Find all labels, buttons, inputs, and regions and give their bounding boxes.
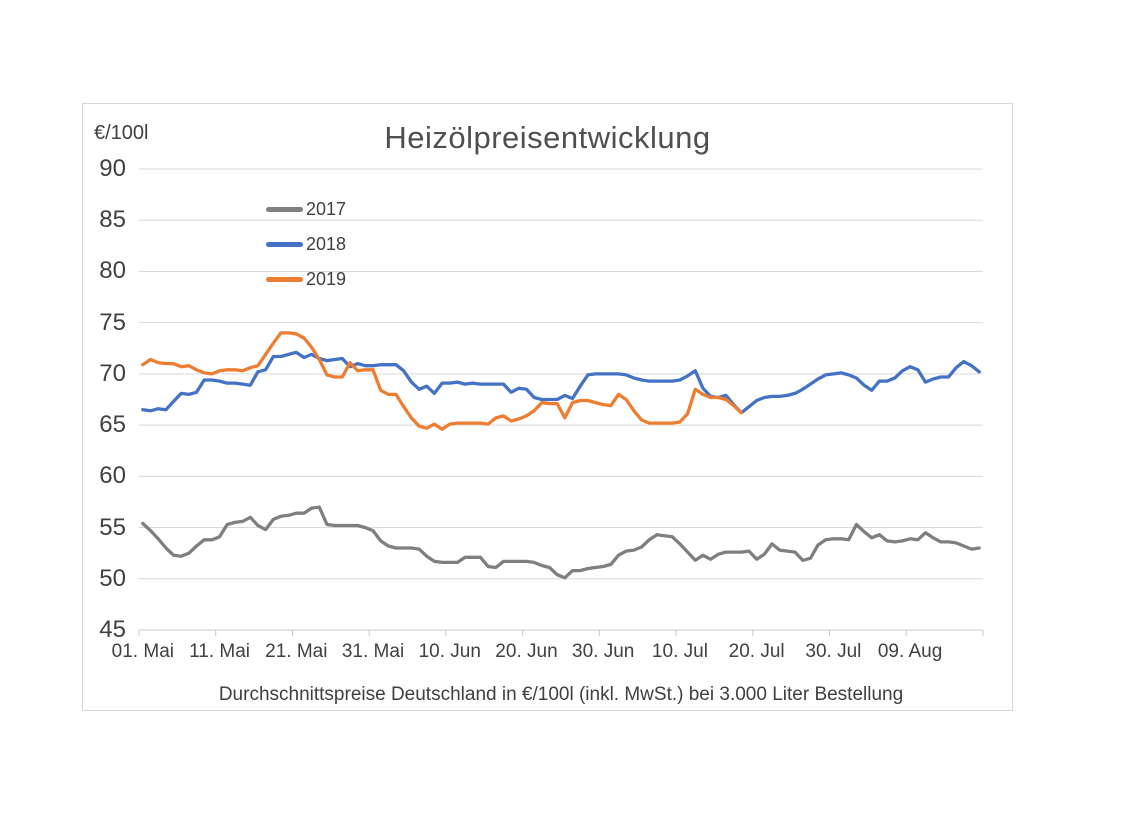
x-tick-label-11-Mai: 11. Mai: [189, 641, 251, 662]
legend-line-swatch-2018: [266, 241, 303, 247]
legend-line-swatch-2017: [266, 206, 303, 212]
series-line-2017: [141, 505, 981, 580]
y-tick-label-65: 65: [99, 411, 126, 439]
y-tick-label-55: 55: [99, 513, 126, 541]
y-tick-label-80: 80: [99, 257, 126, 285]
series-line-2019: [141, 331, 743, 431]
y-tick-label-85: 85: [99, 206, 126, 234]
y-tick-label-50: 50: [99, 564, 126, 592]
y-tick-label-60: 60: [99, 462, 126, 490]
x-tick-label-20-Jun: 20. Jun: [495, 641, 558, 662]
x-tick-label-20-Jul: 20. Jul: [728, 641, 785, 662]
x-tick-label-09-Aug: 09. Aug: [877, 641, 943, 662]
x-tick-label-10-Jul: 10. Jul: [651, 641, 708, 662]
chart-title: Heizölpreisentwicklung: [384, 120, 711, 155]
x-tick-label-30-Jun: 30. Jun: [572, 641, 635, 662]
series-line-2018: [141, 350, 981, 415]
legend-item-2018: 2018: [266, 232, 346, 256]
heating-oil-price-chart: €/100l Heizölpreisentwicklung 90 85 80 75 70…: [82, 103, 1013, 711]
y-axis-unit-label: €/100l: [94, 122, 149, 144]
legend-label: 2017: [306, 198, 347, 219]
x-tick-label-10-Jun: 10. Jun: [418, 641, 481, 662]
x-tick-label-01-Mai: 01. Mai: [111, 641, 174, 662]
chart-caption: Durchschnittspreise Deutschland in €/100…: [218, 684, 904, 705]
y-tick-label-90: 90: [99, 155, 126, 182]
x-tick-label-21-Mai: 21. Mai: [265, 641, 328, 662]
plot-area: [138, 168, 984, 636]
legend-line-swatch-2019: [266, 276, 303, 282]
x-tick-label-30-Jul: 30. Jul: [805, 641, 862, 662]
legend-label: 2018: [306, 233, 347, 254]
y-tick-label-70: 70: [99, 359, 126, 387]
legend-item-2017: 2017: [266, 197, 346, 221]
x-tick-label-31-Mai: 31. Mai: [341, 641, 405, 662]
y-tick-label-45: 45: [99, 616, 126, 643]
legend-label: 2019: [306, 268, 347, 289]
legend-item-2019: 2019: [266, 267, 346, 291]
y-tick-label-75: 75: [99, 308, 126, 336]
chart-legend: 2017 2018 2019: [266, 197, 346, 291]
